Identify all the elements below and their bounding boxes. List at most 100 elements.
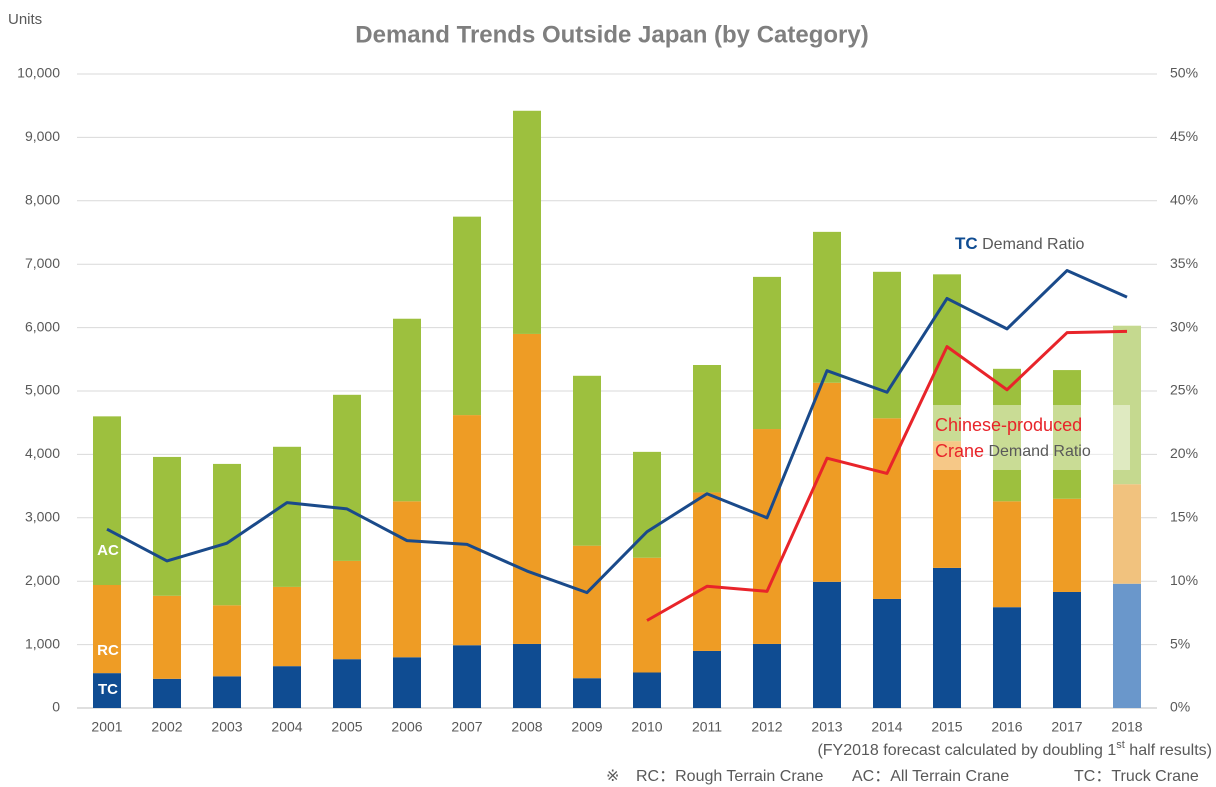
y2-tick-label: 30%	[1170, 318, 1198, 334]
x-tick-label: 2015	[931, 719, 962, 735]
x-tick-label: 2006	[391, 719, 422, 735]
bar-segment	[213, 676, 241, 708]
bar-segment	[693, 650, 721, 708]
bar-segment	[813, 581, 841, 708]
x-tick-label: 2011	[692, 719, 722, 735]
plot: 0 1,000 2,000 3,000 4,000 5,000 6,000 7,000 8,00…	[17, 65, 1198, 735]
y-tick-label: 0	[52, 699, 60, 715]
x-tick-label: 2010	[631, 719, 662, 735]
y-tick-label: 6,000	[25, 318, 60, 334]
bar-segment	[633, 672, 661, 708]
bar-segment	[93, 585, 121, 674]
annotation-part: Crane	[935, 441, 984, 461]
bar-segment	[153, 456, 181, 596]
bar-segment	[153, 678, 181, 708]
x-tick-label: 2014	[871, 719, 902, 735]
bar-segment	[393, 657, 421, 708]
bar-segment	[93, 416, 121, 586]
x-tick-label: 2008	[511, 719, 542, 735]
bar-segment	[1053, 498, 1081, 592]
bar-segment	[813, 231, 841, 383]
annotation-part: TC	[955, 234, 978, 253]
x-tick-label: 2001	[91, 719, 122, 735]
x-tick-label: 2002	[151, 719, 182, 735]
bar-segment	[573, 375, 601, 546]
footnote-part: st	[1116, 739, 1125, 751]
segment-label: RC	[97, 642, 119, 659]
x-tick-label: 2013	[811, 719, 842, 735]
y2-tick-label: 40%	[1170, 192, 1198, 208]
x-tick-label: 2003	[211, 719, 242, 735]
footnote-part: half results)	[1125, 742, 1212, 759]
footnote-legend: RC：Rough Terrain Crane	[636, 768, 823, 785]
bar-segment	[993, 501, 1021, 608]
x-tick-label: 2012	[751, 719, 782, 735]
ratio-line	[106, 269, 1128, 595]
y-tick-label: 8,000	[25, 192, 60, 208]
bar-segment	[453, 415, 481, 646]
bar-segment	[393, 501, 421, 658]
annotation: TC Demand Ratio	[955, 234, 1084, 253]
y2-tick-label: 5%	[1170, 635, 1190, 651]
y2-tick-label: 50%	[1170, 65, 1198, 81]
bar-segment	[93, 673, 121, 708]
x-tick-label: 2007	[451, 719, 482, 735]
bar-segment	[873, 271, 901, 419]
y-tick-label: 9,000	[25, 128, 60, 144]
bar-segment	[933, 441, 961, 568]
annotation-part: Demand Ratio	[978, 236, 1085, 253]
bar-segment	[453, 216, 481, 416]
x-tick-label: 2004	[271, 719, 302, 735]
x-tick-label: 2016	[991, 719, 1022, 735]
y-tick-label: 10,000	[17, 65, 60, 81]
footnote-legend: TC：Truck Crane	[1074, 768, 1199, 785]
bar-segment	[1053, 370, 1081, 499]
footnote-mark: ※	[606, 768, 619, 785]
y2-tick-label: 0%	[1170, 699, 1190, 715]
annotation: Crane Demand Ratio	[935, 441, 1091, 461]
y2-tick-label: 35%	[1170, 255, 1198, 271]
bar-segment	[213, 463, 241, 606]
annotation-part: Chinese-produced	[935, 415, 1082, 435]
y-tick-label: 5,000	[25, 382, 60, 398]
bar-segment	[273, 586, 301, 667]
ratio-line	[646, 329, 1128, 622]
segment-label: TC	[98, 681, 118, 698]
footnote-part: (FY2018 forecast calculated by doubling …	[817, 742, 1116, 759]
bar-segment	[513, 333, 541, 644]
bar-segment	[873, 418, 901, 599]
bar-segment	[213, 605, 241, 677]
bar-segment	[1053, 591, 1081, 708]
bar-segment	[933, 567, 961, 708]
bar-segment	[273, 666, 301, 708]
bar-segment	[513, 110, 541, 334]
annotation-part: Demand Ratio	[984, 443, 1091, 460]
y-tick-label: 1,000	[25, 635, 60, 651]
bar-segment	[513, 643, 541, 708]
bar-segment	[273, 446, 301, 587]
bar-segment	[453, 645, 481, 708]
x-tick-label: 2018	[1111, 719, 1142, 735]
x-tick-label: 2009	[571, 719, 602, 735]
x-tick-label: 2005	[331, 719, 362, 735]
bar-segment	[1113, 583, 1141, 708]
y2-tick-label: 20%	[1170, 445, 1198, 461]
y2-tick-label: 10%	[1170, 572, 1198, 588]
bar-segment	[693, 365, 721, 493]
y-tick-label: 4,000	[25, 445, 60, 461]
x-tick-label: 2017	[1051, 719, 1082, 735]
bar-segment	[333, 394, 361, 561]
bar-segment	[333, 659, 361, 708]
bar-segment	[1113, 325, 1141, 485]
bar-segment	[753, 276, 781, 430]
bar-segment	[993, 607, 1021, 708]
bar-segment	[333, 560, 361, 660]
y2-tick-label: 15%	[1170, 509, 1198, 525]
y2-tick-label: 45%	[1170, 128, 1198, 144]
bar-segment	[693, 492, 721, 651]
y-tick-label: 2,000	[25, 572, 60, 588]
footnote: (FY2018 forecast calculated by doubling …	[817, 739, 1212, 759]
footnote-legend: AC：All Terrain Crane	[852, 768, 1009, 785]
